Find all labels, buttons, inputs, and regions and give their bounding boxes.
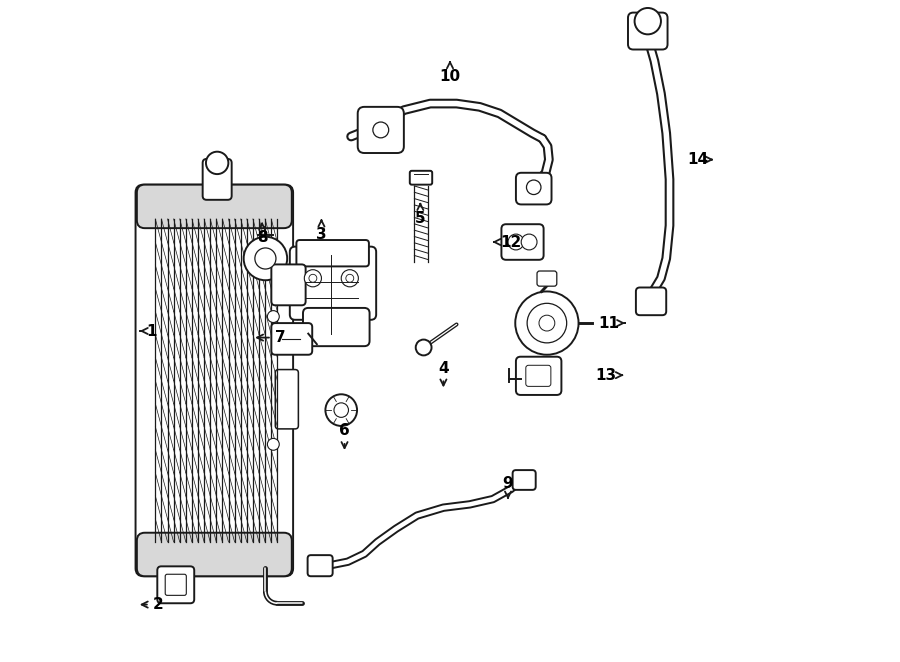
Text: 3: 3 — [316, 220, 327, 242]
FancyBboxPatch shape — [137, 185, 292, 228]
Circle shape — [539, 315, 554, 331]
Circle shape — [521, 234, 537, 250]
FancyBboxPatch shape — [410, 171, 432, 185]
FancyBboxPatch shape — [357, 107, 404, 153]
Circle shape — [304, 269, 321, 287]
FancyBboxPatch shape — [526, 365, 551, 387]
FancyBboxPatch shape — [296, 240, 369, 266]
Circle shape — [334, 403, 348, 417]
Circle shape — [526, 180, 541, 195]
Circle shape — [373, 122, 389, 138]
Circle shape — [527, 303, 567, 343]
Text: 4: 4 — [438, 361, 449, 385]
FancyBboxPatch shape — [158, 567, 194, 603]
FancyBboxPatch shape — [272, 323, 312, 355]
Circle shape — [267, 438, 279, 450]
Circle shape — [244, 237, 287, 280]
FancyBboxPatch shape — [628, 13, 668, 50]
FancyBboxPatch shape — [275, 369, 299, 429]
FancyBboxPatch shape — [136, 185, 293, 576]
FancyBboxPatch shape — [516, 173, 552, 205]
FancyBboxPatch shape — [272, 264, 306, 305]
Text: 6: 6 — [339, 423, 350, 448]
Text: 2: 2 — [141, 597, 163, 612]
Text: 13: 13 — [595, 367, 622, 383]
Circle shape — [634, 8, 661, 34]
FancyBboxPatch shape — [636, 287, 666, 315]
Text: 12: 12 — [494, 234, 521, 250]
Circle shape — [255, 248, 276, 269]
Text: 7: 7 — [257, 330, 285, 345]
FancyBboxPatch shape — [303, 308, 370, 346]
FancyBboxPatch shape — [202, 159, 231, 200]
Circle shape — [206, 152, 229, 174]
Text: 9: 9 — [503, 476, 513, 498]
FancyBboxPatch shape — [513, 470, 536, 490]
Circle shape — [346, 274, 354, 282]
Circle shape — [416, 340, 431, 355]
Text: 14: 14 — [688, 152, 712, 167]
Circle shape — [516, 291, 579, 355]
Text: 11: 11 — [598, 316, 625, 330]
Circle shape — [508, 234, 524, 250]
FancyBboxPatch shape — [137, 533, 292, 576]
FancyBboxPatch shape — [290, 247, 376, 320]
Text: 10: 10 — [439, 62, 461, 84]
Circle shape — [267, 310, 279, 322]
FancyBboxPatch shape — [166, 574, 186, 595]
Circle shape — [326, 395, 357, 426]
Text: 1: 1 — [140, 324, 157, 338]
Text: 8: 8 — [256, 224, 267, 246]
FancyBboxPatch shape — [516, 357, 562, 395]
FancyBboxPatch shape — [537, 271, 557, 286]
FancyBboxPatch shape — [501, 224, 544, 260]
Circle shape — [341, 269, 358, 287]
Text: 5: 5 — [415, 204, 426, 226]
FancyBboxPatch shape — [308, 555, 333, 576]
Circle shape — [309, 274, 317, 282]
